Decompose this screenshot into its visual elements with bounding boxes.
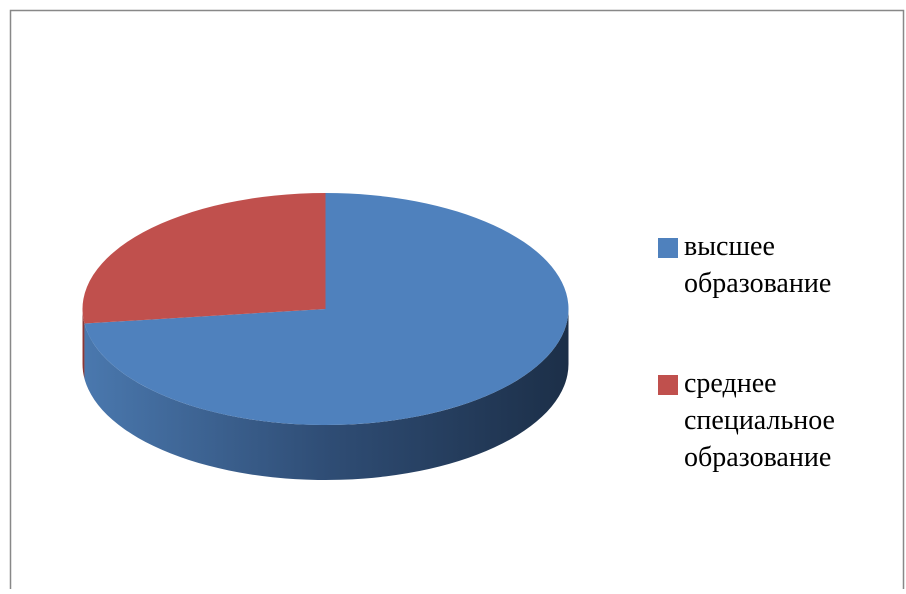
- chart-frame: [9, 9, 905, 589]
- slice: [84, 193, 569, 425]
- legend-entry: высшее образование: [684, 231, 832, 299]
- legend-entry: среднее специальное образование: [684, 368, 835, 473]
- legend-label: высшее образование: [684, 231, 832, 299]
- legend-swatch: [658, 375, 678, 395]
- slice-side: [84, 309, 569, 481]
- slice: [82, 193, 326, 324]
- slice-side: [82, 309, 85, 379]
- legend-label: среднее специальное образование: [684, 368, 835, 473]
- legend-swatch: [658, 238, 678, 258]
